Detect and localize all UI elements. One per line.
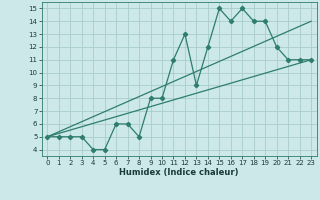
X-axis label: Humidex (Indice chaleur): Humidex (Indice chaleur)	[119, 168, 239, 177]
